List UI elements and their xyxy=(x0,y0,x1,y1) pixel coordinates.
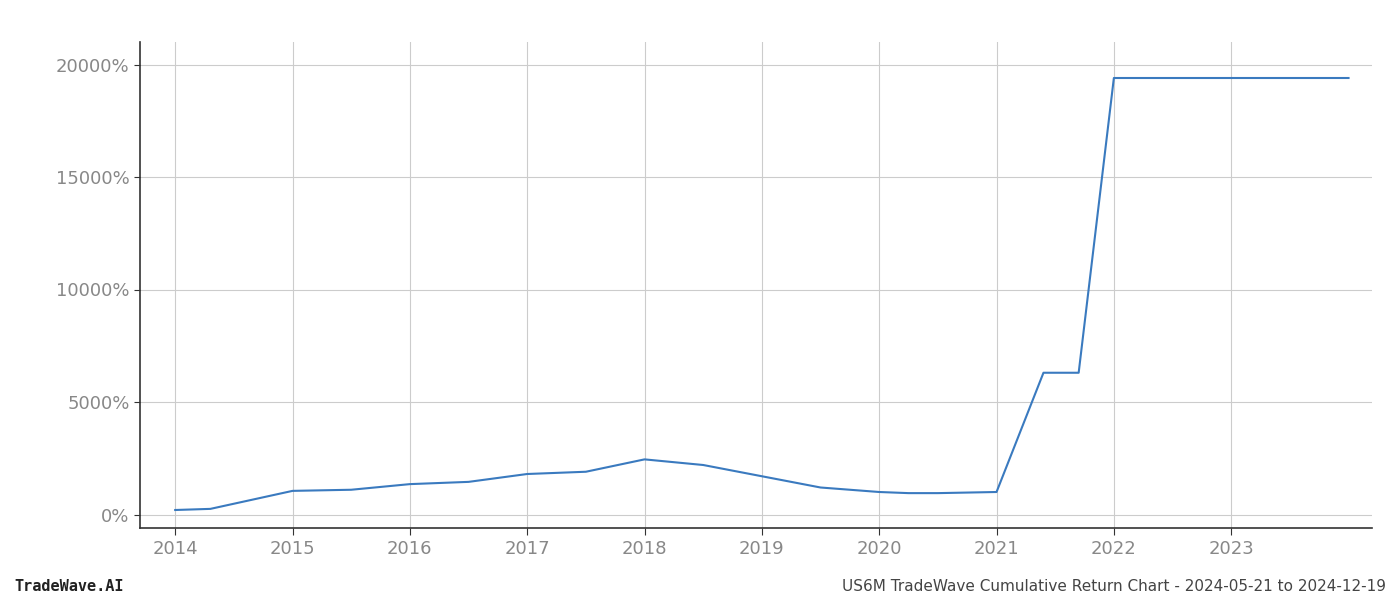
Text: TradeWave.AI: TradeWave.AI xyxy=(14,579,123,594)
Text: US6M TradeWave Cumulative Return Chart - 2024-05-21 to 2024-12-19: US6M TradeWave Cumulative Return Chart -… xyxy=(841,579,1386,594)
